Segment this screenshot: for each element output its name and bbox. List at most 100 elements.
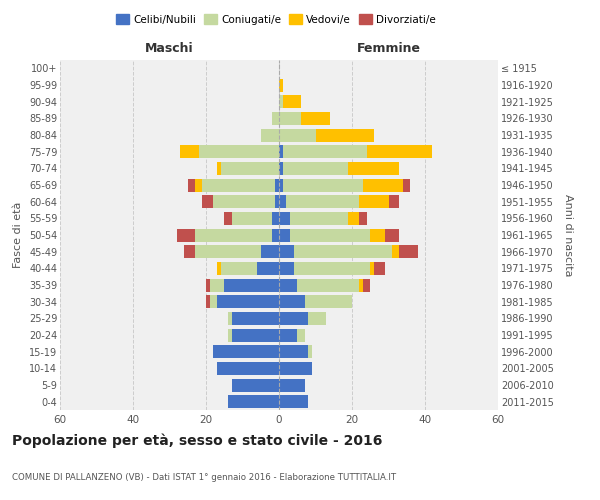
Bar bbox=[279, 228, 290, 241]
Bar bbox=[195, 228, 279, 241]
Bar bbox=[279, 395, 308, 408]
Bar bbox=[279, 78, 283, 92]
Bar bbox=[228, 395, 279, 408]
Bar bbox=[275, 195, 279, 208]
Bar bbox=[202, 178, 279, 192]
Bar bbox=[279, 278, 359, 291]
Bar bbox=[195, 178, 279, 192]
Bar bbox=[279, 112, 330, 125]
Bar bbox=[279, 362, 312, 375]
Bar bbox=[279, 362, 312, 375]
Bar bbox=[279, 312, 326, 325]
Bar bbox=[279, 195, 359, 208]
Bar bbox=[279, 295, 352, 308]
Bar bbox=[272, 112, 279, 125]
Bar bbox=[217, 262, 279, 275]
Bar bbox=[279, 95, 283, 108]
Bar bbox=[279, 378, 305, 392]
Bar bbox=[279, 312, 326, 325]
Bar bbox=[279, 395, 308, 408]
Bar bbox=[224, 212, 279, 225]
Bar bbox=[279, 128, 374, 141]
Bar bbox=[195, 245, 279, 258]
Bar bbox=[279, 128, 374, 141]
Bar bbox=[257, 262, 279, 275]
Bar bbox=[279, 278, 363, 291]
Bar bbox=[214, 345, 279, 358]
Bar bbox=[261, 128, 279, 141]
Bar bbox=[279, 245, 418, 258]
Bar bbox=[279, 178, 410, 192]
Bar bbox=[279, 228, 370, 241]
Bar bbox=[217, 362, 279, 375]
Bar bbox=[279, 212, 367, 225]
Bar bbox=[279, 345, 312, 358]
Bar bbox=[275, 178, 279, 192]
Bar bbox=[188, 178, 279, 192]
Bar bbox=[279, 262, 385, 275]
Bar bbox=[217, 162, 279, 175]
Bar bbox=[184, 245, 279, 258]
Bar bbox=[279, 278, 297, 291]
Bar bbox=[232, 378, 279, 392]
Bar bbox=[279, 295, 352, 308]
Bar bbox=[279, 212, 349, 225]
Bar bbox=[279, 145, 367, 158]
Bar bbox=[209, 278, 279, 291]
Bar bbox=[221, 162, 279, 175]
Bar bbox=[209, 295, 279, 308]
Bar bbox=[279, 178, 403, 192]
Bar bbox=[279, 212, 290, 225]
Bar bbox=[228, 395, 279, 408]
Bar bbox=[232, 378, 279, 392]
Bar bbox=[217, 295, 279, 308]
Bar bbox=[279, 312, 308, 325]
Bar bbox=[206, 278, 279, 291]
Bar bbox=[214, 345, 279, 358]
Bar bbox=[279, 262, 370, 275]
Bar bbox=[279, 228, 400, 241]
Bar bbox=[217, 262, 279, 275]
Bar bbox=[228, 328, 279, 342]
Bar bbox=[279, 145, 283, 158]
Bar bbox=[279, 195, 286, 208]
Bar bbox=[261, 128, 279, 141]
Bar bbox=[214, 345, 279, 358]
Bar bbox=[232, 212, 279, 225]
Bar bbox=[217, 362, 279, 375]
Bar bbox=[181, 145, 279, 158]
Bar bbox=[279, 395, 308, 408]
Bar bbox=[214, 195, 279, 208]
Bar bbox=[279, 362, 312, 375]
Bar bbox=[202, 195, 279, 208]
Bar bbox=[261, 245, 279, 258]
Bar bbox=[272, 112, 279, 125]
Bar bbox=[272, 112, 279, 125]
Bar bbox=[232, 312, 279, 325]
Bar bbox=[279, 345, 312, 358]
Bar bbox=[279, 78, 283, 92]
Bar bbox=[177, 228, 279, 241]
Bar bbox=[228, 312, 279, 325]
Bar bbox=[228, 395, 279, 408]
Bar bbox=[279, 178, 363, 192]
Bar bbox=[279, 245, 392, 258]
Bar bbox=[217, 362, 279, 375]
Bar bbox=[279, 112, 330, 125]
Bar bbox=[279, 145, 432, 158]
Bar bbox=[279, 295, 352, 308]
Bar bbox=[279, 162, 400, 175]
Text: COMUNE DI PALLANZENO (VB) - Dati ISTAT 1° gennaio 2016 - Elaborazione TUTTITALIA: COMUNE DI PALLANZENO (VB) - Dati ISTAT 1… bbox=[12, 473, 396, 482]
Bar bbox=[228, 328, 279, 342]
Bar bbox=[279, 328, 305, 342]
Bar bbox=[221, 262, 279, 275]
Legend: Celibi/Nubili, Coniugati/e, Vedovi/e, Divorziati/e: Celibi/Nubili, Coniugati/e, Vedovi/e, Di… bbox=[112, 10, 440, 29]
Bar bbox=[228, 395, 279, 408]
Bar bbox=[279, 295, 305, 308]
Bar bbox=[279, 162, 283, 175]
Text: Femmine: Femmine bbox=[356, 42, 421, 55]
Bar bbox=[217, 162, 279, 175]
Bar bbox=[279, 212, 359, 225]
Bar bbox=[279, 195, 400, 208]
Bar bbox=[224, 278, 279, 291]
